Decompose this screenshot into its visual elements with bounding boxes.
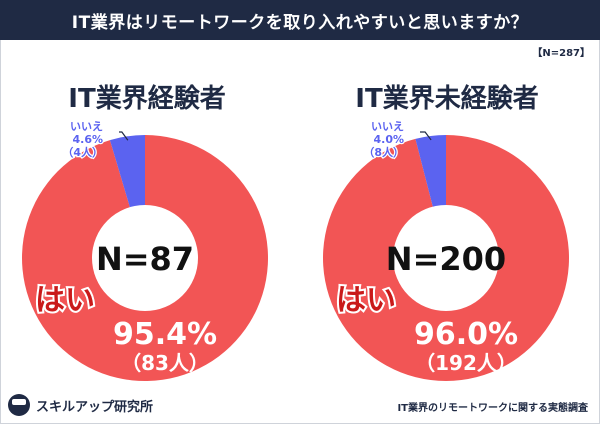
center-label-inexperienced: N=200 xyxy=(386,240,506,278)
chart-title: IT業界はリモートワークを取り入れやすいと思いますか？ xyxy=(71,12,529,33)
no-percent-inexperienced: 4.0% xyxy=(373,133,404,146)
yes-label-inexperienced: はい xyxy=(336,283,396,318)
brand-name: スキルアップ研究所 xyxy=(36,399,154,415)
pie-center-inexperienced xyxy=(393,205,499,311)
pie-center-experienced xyxy=(92,205,198,311)
yes-label-experienced: はい xyxy=(35,283,95,318)
panel-title-experienced: IT業界経験者 xyxy=(68,84,226,114)
sample-size-label: 【N=287】 xyxy=(532,48,590,59)
center-label-experienced: N=87 xyxy=(96,240,194,278)
no-label-inexperienced: いいえ xyxy=(371,120,404,133)
yes-count-experienced: （83人） xyxy=(121,351,209,375)
no-label-experienced: いいえ xyxy=(70,120,103,133)
survey-note: IT業界のリモートワークに関する実態調査 xyxy=(397,403,588,414)
no-leader-line-experienced xyxy=(119,131,129,141)
no-count-experienced: （4人） xyxy=(62,145,103,159)
no-leader-line-inexperienced xyxy=(420,131,432,141)
yes-percent-experienced: 95.4% xyxy=(113,317,217,352)
panel-title-inexperienced: IT業界未経験者 xyxy=(355,84,539,114)
brand-logo: スキルアップ研究所 xyxy=(8,394,153,416)
header-bar: IT業界はリモートワークを取り入れやすいと思いますか？ xyxy=(0,0,600,40)
no-percent-experienced: 4.6% xyxy=(72,133,103,146)
graduation-cap-icon xyxy=(8,394,30,416)
yes-percent-inexperienced: 96.0% xyxy=(414,317,518,352)
yes-count-inexperienced: （192人） xyxy=(415,351,517,375)
no-count-inexperienced: （8人） xyxy=(363,145,404,159)
